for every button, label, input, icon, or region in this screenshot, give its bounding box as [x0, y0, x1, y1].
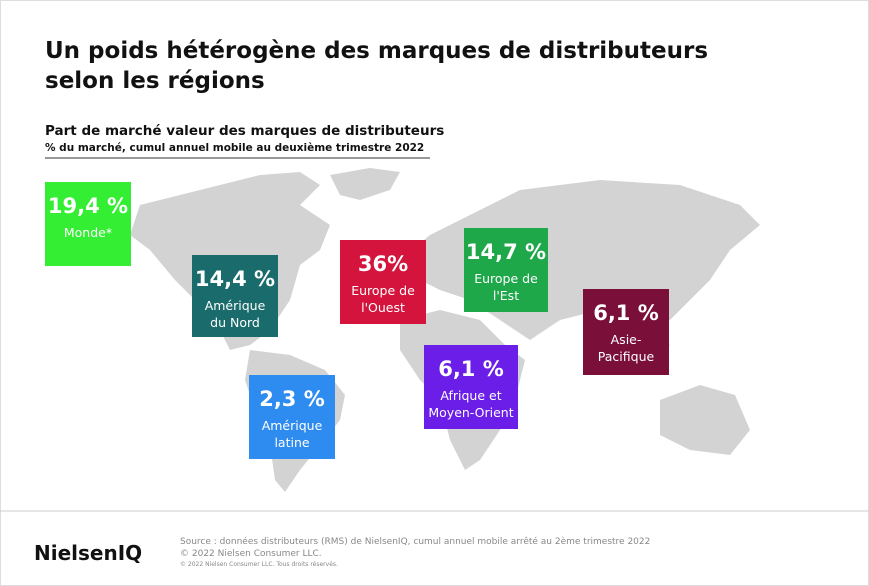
region-label: l'Est [493, 288, 519, 303]
box-bg [45, 182, 131, 266]
box-bg [464, 228, 548, 312]
box-bg [340, 240, 426, 324]
region-box: 6,1 % Afrique et Moyen-Orient [424, 345, 518, 429]
region-label: Amérique [205, 298, 266, 313]
copyright: © 2022 Nielsen Consumer LLC. [180, 549, 322, 559]
region-label: Asie- [611, 332, 642, 347]
note: % du marché, cumul annuel mobile au deux… [45, 142, 424, 154]
box-bg [424, 345, 518, 429]
region-label: Europe de [351, 283, 415, 298]
region-label: Amérique [262, 418, 323, 433]
region-box: 2,3 % Amérique latine [249, 375, 335, 459]
region-value: 14,7 % [466, 240, 546, 264]
region-label: Monde* [64, 225, 112, 240]
region-value: 6,1 % [438, 357, 504, 381]
region-box: 14,7 % Europe de l'Est [464, 228, 548, 312]
region-label: Moyen-Orient [428, 405, 513, 420]
rights: © 2022 Nielsen Consumer LLC. Tous droits… [180, 561, 338, 568]
region-box: 19,4 % Monde* [45, 182, 131, 266]
region-value: 2,3 % [259, 387, 325, 411]
region-value: 19,4 % [48, 194, 128, 218]
region-label: l'Ouest [361, 300, 405, 315]
region-box: 6,1 % Asie- Pacifique [583, 289, 669, 375]
box-bg [192, 255, 278, 337]
region-label: latine [274, 435, 309, 450]
source: Source : données distributeurs (RMS) de … [180, 536, 650, 547]
region-label: Pacifique [598, 349, 655, 364]
title: selon les régions [45, 68, 265, 94]
subtitle: Part de marché valeur des marques de dis… [45, 123, 444, 139]
region-value: 6,1 % [593, 301, 659, 325]
logo: NielsenIQ [34, 541, 142, 565]
region-value: 14,4 % [195, 267, 275, 291]
region-label: Europe de [474, 271, 538, 286]
title: Un poids hétérogène des marques de distr… [45, 38, 708, 64]
region-value: 36% [358, 252, 408, 276]
region-box: 36% Europe de l'Ouest [340, 240, 426, 324]
box-bg [583, 289, 669, 375]
region-label: Afrique et [440, 388, 501, 403]
region-label: du Nord [210, 315, 260, 330]
box-bg [249, 375, 335, 459]
region-box: 14,4 % Amérique du Nord [192, 255, 278, 337]
